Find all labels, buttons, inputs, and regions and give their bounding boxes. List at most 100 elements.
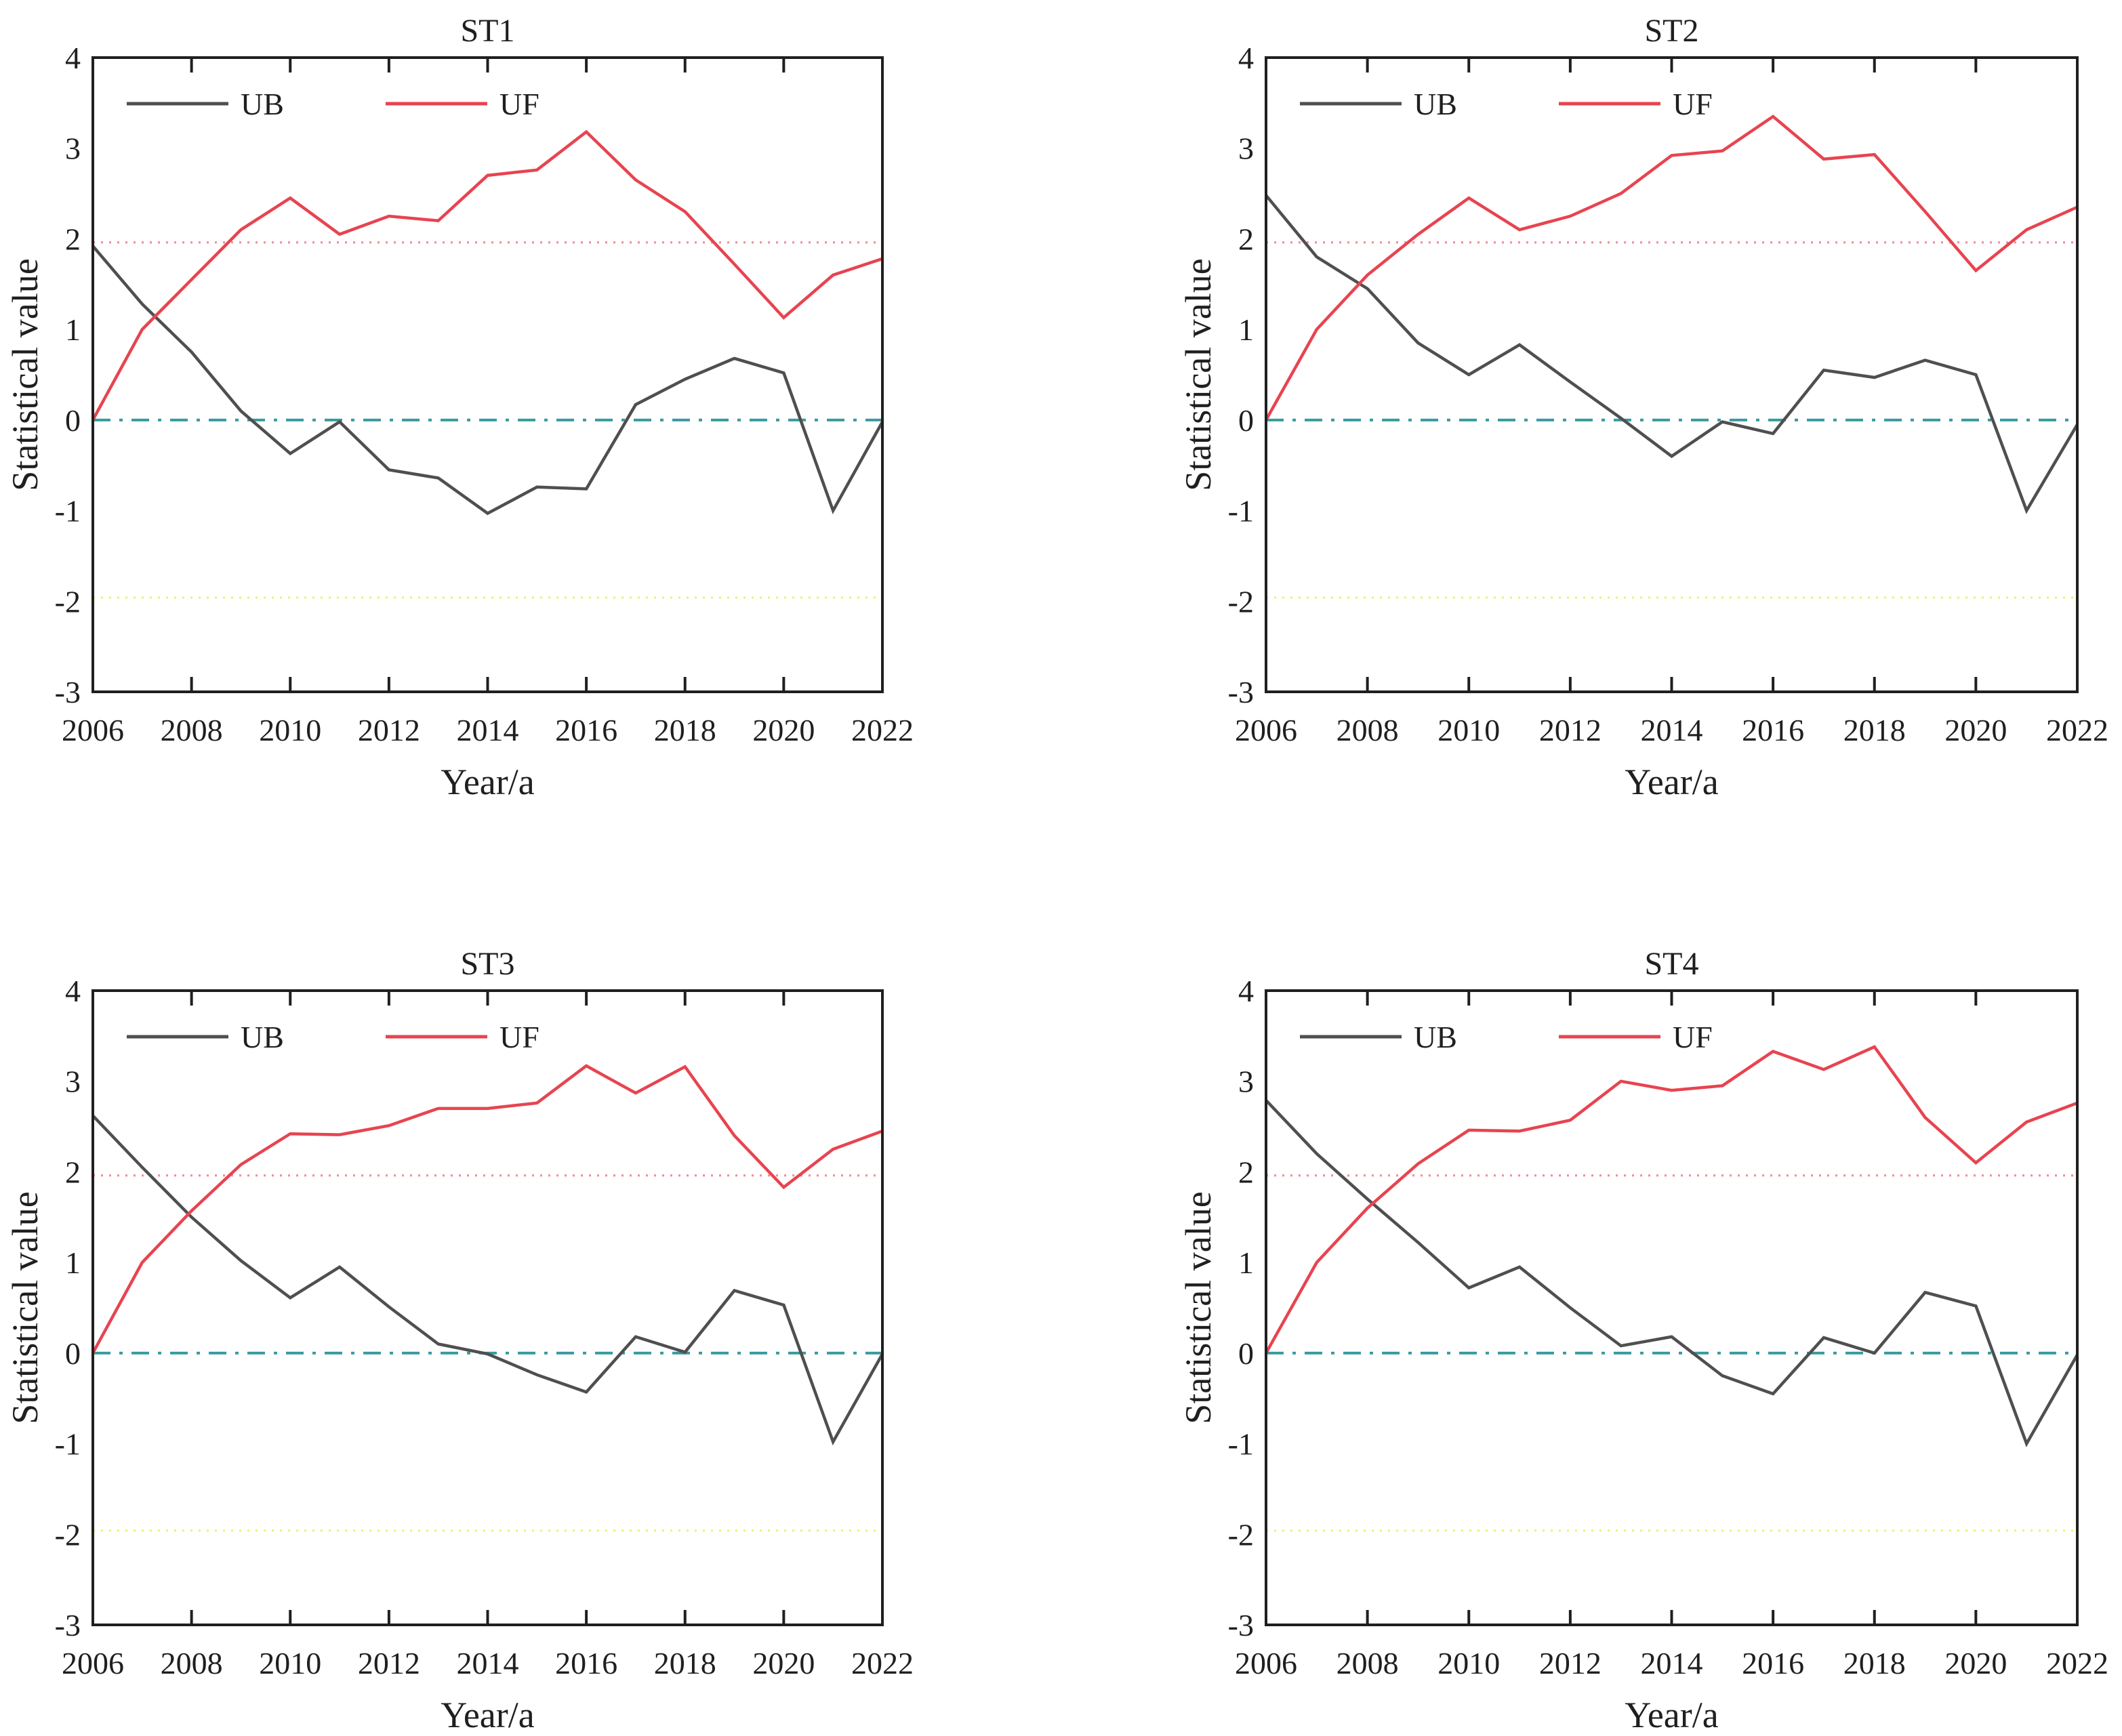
plot-area: 2006 2008 2010 2012 2014 2016 2018 2020 2022 4 3 2 1… xyxy=(1228,41,2108,747)
x-tick-label: 2020 xyxy=(752,713,815,747)
x-tick-label: 2014 xyxy=(457,1646,519,1680)
y-tick-label: -1 xyxy=(55,494,81,529)
x-tick-label: 2020 xyxy=(752,1646,815,1680)
x-tick-label: 2022 xyxy=(851,1646,914,1680)
y-tick-label: -2 xyxy=(1228,584,1254,619)
y-tick-label: 2 xyxy=(1238,222,1254,256)
x-tick-label: 2016 xyxy=(555,1646,617,1680)
x-tick-label: 2022 xyxy=(2046,1646,2108,1680)
x-axis-title: Year/a xyxy=(1625,1695,1719,1735)
x-tick-label: 2006 xyxy=(62,1646,124,1680)
y-tick-label: 2 xyxy=(1238,1155,1254,1189)
legend-ub-label: UB xyxy=(1414,1020,1457,1054)
legend-ub-label: UB xyxy=(241,1020,284,1054)
y-tick-label: -1 xyxy=(1228,494,1254,529)
legend-uf-label: UF xyxy=(1673,87,1713,121)
x-tick-label: 2012 xyxy=(358,713,420,747)
x-axis-title: Year/a xyxy=(441,762,535,802)
chart-panel-st1: ST1 Statistical value 2006 2008 2010 2012 20… xyxy=(0,0,1061,866)
x-tick-label: 2016 xyxy=(555,713,617,747)
ub-line xyxy=(91,1114,884,1446)
x-tick-label: 2008 xyxy=(1337,713,1399,747)
x-tick-label: 2008 xyxy=(161,1646,223,1680)
chart-title: ST4 xyxy=(1644,946,1699,982)
x-tick-label: 2020 xyxy=(1944,713,2007,747)
y-tick-label: 4 xyxy=(1238,974,1254,1008)
chart-title: ST3 xyxy=(460,946,515,982)
x-tick-label: 2010 xyxy=(259,713,321,747)
y-tick-label: 3 xyxy=(1238,1065,1254,1099)
y-tick-label: 0 xyxy=(65,403,81,438)
y-tick-label: 4 xyxy=(65,41,81,75)
x-tick-label: 2010 xyxy=(259,1646,321,1680)
y-tick-label: -3 xyxy=(55,1608,81,1642)
legend-ub-label: UB xyxy=(241,87,284,121)
plot-border xyxy=(91,989,884,1626)
plot-area: 2006 2008 2010 2012 2014 2016 2018 2020 2022 4 3 2 1… xyxy=(1228,974,2108,1680)
chart-panel-st2: ST2 Statistical value 2006 2008 2010 2012 20… xyxy=(1061,0,2122,866)
uf-line xyxy=(1265,115,2078,421)
x-axis-title: Year/a xyxy=(1625,762,1719,802)
x-tick-label: 2018 xyxy=(1843,713,1906,747)
y-tick-label: 1 xyxy=(65,1245,81,1280)
y-tick-label: -1 xyxy=(1228,1427,1254,1462)
y-tick-label: -2 xyxy=(55,584,81,619)
x-tick-label: 2014 xyxy=(1641,1646,1703,1680)
x-tick-label: 2010 xyxy=(1437,713,1500,747)
plot-area: 2006 2008 2010 2012 2014 2016 2018 2020 2022 4 3 2 1… xyxy=(55,974,914,1680)
chart-panel-st3: ST3 Statistical value 2006 2008 2010 2012 20… xyxy=(0,867,1061,1735)
chart-title: ST2 xyxy=(1644,13,1699,49)
plot-area: 2006 2008 2010 2012 2014 2016 2018 2020 2022 4 3 2 1… xyxy=(55,41,914,747)
x-tick-label: 2008 xyxy=(161,713,223,747)
y-tick-label: 2 xyxy=(65,222,81,256)
uf-line xyxy=(91,129,883,421)
y-tick-label: -3 xyxy=(1228,675,1254,709)
x-tick-label: 2016 xyxy=(1742,713,1804,747)
uf-line xyxy=(1265,1045,2078,1354)
y-tick-label: -3 xyxy=(55,675,81,709)
y-tick-label: -2 xyxy=(1228,1517,1254,1552)
y-tick-label: 0 xyxy=(1238,403,1254,438)
chart-title: ST1 xyxy=(460,13,515,49)
y-tick-label: 0 xyxy=(65,1336,81,1371)
y-tick-label: 3 xyxy=(65,131,81,166)
uf-line xyxy=(91,1064,883,1354)
x-tick-label: 2022 xyxy=(2046,713,2108,747)
x-tick-label: 2006 xyxy=(1235,713,1297,747)
legend-ub-label: UB xyxy=(1414,87,1457,121)
x-tick-label: 2010 xyxy=(1437,1646,1500,1680)
x-tick-label: 2018 xyxy=(654,713,716,747)
x-axis-title: Year/a xyxy=(441,1695,535,1735)
y-tick-label: 1 xyxy=(1238,1245,1254,1280)
x-tick-label: 2006 xyxy=(1235,1646,1297,1680)
x-tick-label: 2018 xyxy=(654,1646,716,1680)
ub-line xyxy=(91,245,884,516)
y-tick-label: 1 xyxy=(1238,312,1254,347)
x-tick-label: 2012 xyxy=(1539,713,1601,747)
legend-uf-label: UF xyxy=(1673,1020,1713,1054)
y-tick-label: 3 xyxy=(65,1065,81,1099)
x-tick-label: 2014 xyxy=(1641,713,1703,747)
y-tick-label: 4 xyxy=(65,974,81,1008)
x-tick-label: 2006 xyxy=(62,713,124,747)
chart-panel-st4: ST4 Statistical value 2006 2008 2010 2012 20… xyxy=(1061,867,2122,1735)
plot-border xyxy=(1265,989,2079,1626)
y-tick-label: 1 xyxy=(65,312,81,347)
y-tick-label: -1 xyxy=(55,1427,81,1462)
ub-line xyxy=(1265,1099,2079,1447)
x-tick-label: 2012 xyxy=(358,1646,420,1680)
x-tick-label: 2022 xyxy=(851,713,914,747)
ub-line xyxy=(1265,194,2079,514)
y-tick-label: 4 xyxy=(1238,41,1254,75)
legend-uf-label: UF xyxy=(499,1020,539,1054)
x-tick-label: 2020 xyxy=(1944,1646,2007,1680)
x-tick-label: 2012 xyxy=(1539,1646,1601,1680)
y-tick-label: -3 xyxy=(1228,1608,1254,1642)
y-tick-label: 0 xyxy=(1238,1336,1254,1371)
legend-uf-label: UF xyxy=(499,87,539,121)
plot-border xyxy=(1265,56,2079,693)
y-tick-label: -2 xyxy=(55,1517,81,1552)
x-tick-label: 2008 xyxy=(1337,1646,1399,1680)
y-tick-label: 3 xyxy=(1238,131,1254,166)
y-tick-label: 2 xyxy=(65,1155,81,1189)
